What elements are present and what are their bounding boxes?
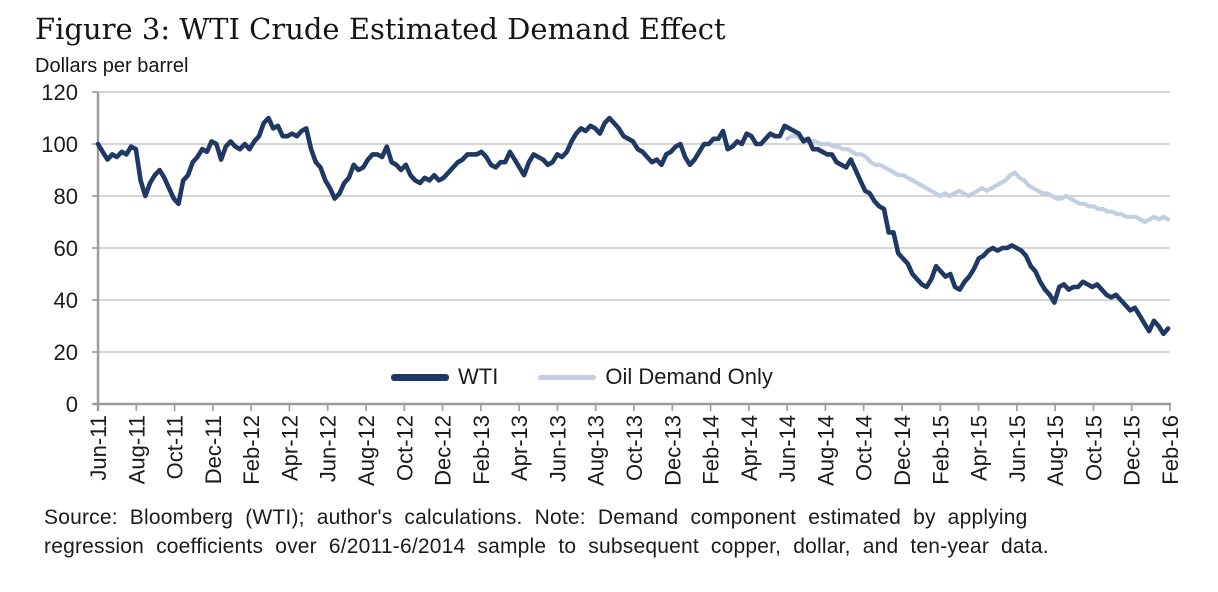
y-tick-label: 20	[54, 340, 78, 365]
legend-item-oil-demand-only: Oil Demand Only	[538, 364, 773, 390]
y-tick-label: 100	[41, 132, 78, 157]
x-tick-label: Aug-15	[1043, 415, 1068, 486]
x-tick-label: Oct-13	[622, 415, 647, 481]
source-note: Source: Bloomberg (WTI); author's calcul…	[44, 503, 1194, 561]
figure-title: Figure 3: WTI Crude Estimated Demand Eff…	[35, 12, 726, 46]
y-tick-label: 120	[41, 80, 78, 105]
x-tick-label: Jun-14	[775, 415, 800, 482]
oil-demand-only-series-line	[784, 134, 1171, 225]
oil-demand-only-line-swatch	[538, 374, 597, 380]
x-tick-label: Jun-12	[316, 415, 341, 482]
x-tick-label: Feb-15	[928, 415, 953, 485]
x-tick-label: Feb-12	[239, 415, 264, 485]
x-tick-label: Aug-14	[813, 415, 838, 486]
source-note-line-2: regression coefficients over 6/2011-6/20…	[44, 535, 1049, 558]
x-tick-label: Aug-11	[124, 415, 149, 484]
source-note-line-1: Source: Bloomberg (WTI); author's calcul…	[44, 506, 1028, 529]
x-tick-label: Oct-11	[163, 415, 188, 479]
x-tick-label: Dec-12	[431, 415, 456, 486]
wti-line-swatch	[391, 373, 449, 381]
y-tick-label: 40	[54, 288, 78, 313]
x-tick-label: Feb-14	[699, 415, 724, 485]
chart-legend: WTI Oil Demand Only	[391, 364, 773, 390]
x-tick-label: Oct-14	[852, 415, 877, 481]
x-tick-label: Apr-12	[277, 415, 302, 481]
y-tick-label: 0	[66, 392, 78, 417]
x-tick-label: Dec-13	[660, 415, 685, 486]
x-tick-label: Jun-15	[1005, 415, 1030, 482]
y-axis-units-label: Dollars per barrel	[35, 55, 189, 77]
x-tick-label: Aug-12	[354, 415, 379, 486]
x-tick-label: Aug-13	[584, 415, 609, 486]
y-tick-label: 60	[54, 236, 78, 261]
x-tick-label: Feb-16	[1158, 415, 1183, 485]
x-tick-label: Apr-13	[507, 415, 532, 481]
wti-series-line	[95, 115, 1171, 337]
x-tick-label: Dec-11	[201, 415, 226, 484]
legend-label-oil-demand-only: Oil Demand Only	[605, 364, 773, 389]
y-tick-label: 80	[54, 184, 78, 209]
x-tick-label: Apr-15	[967, 415, 992, 481]
x-tick-label: Jun-11	[86, 415, 111, 481]
x-tick-label: Jun-13	[545, 415, 570, 482]
x-tick-label: Oct-15	[1081, 415, 1106, 481]
legend-label-wti: WTI	[458, 364, 499, 389]
x-tick-label: Feb-13	[469, 415, 494, 485]
legend-item-wti: WTI	[391, 364, 498, 390]
x-tick-label: Apr-14	[737, 415, 762, 481]
x-tick-label: Dec-15	[1120, 415, 1145, 486]
x-tick-label: Dec-14	[890, 415, 915, 486]
x-tick-label: Oct-12	[392, 415, 417, 481]
